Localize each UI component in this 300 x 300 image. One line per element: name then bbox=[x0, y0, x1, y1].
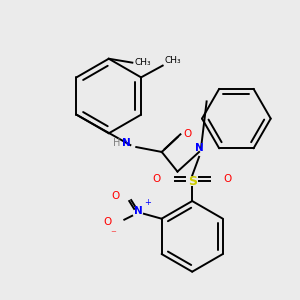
Text: CH₃: CH₃ bbox=[165, 56, 181, 64]
Text: N: N bbox=[195, 143, 203, 153]
Text: S: S bbox=[188, 175, 197, 188]
Text: O: O bbox=[152, 174, 161, 184]
Text: N: N bbox=[134, 206, 142, 216]
Text: O: O bbox=[103, 217, 112, 226]
Text: ⁻: ⁻ bbox=[111, 230, 116, 239]
Text: O: O bbox=[183, 129, 192, 139]
Text: O: O bbox=[111, 191, 119, 201]
Text: N: N bbox=[122, 138, 131, 148]
Text: +: + bbox=[144, 198, 151, 207]
Text: H: H bbox=[113, 138, 120, 148]
Text: O: O bbox=[224, 174, 232, 184]
Text: CH₃: CH₃ bbox=[134, 58, 151, 67]
